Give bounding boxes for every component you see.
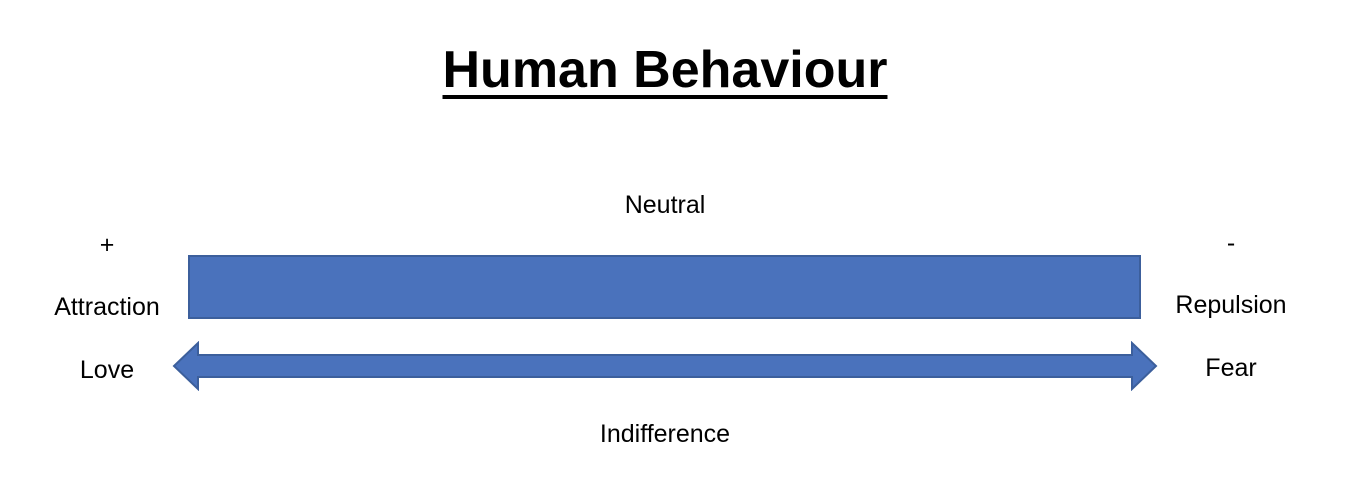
behaviour-bar: [188, 255, 1141, 319]
double-arrow-shape: [172, 341, 1158, 391]
double-headed-arrow: [172, 341, 1158, 391]
attraction-label: Attraction: [54, 293, 160, 321]
neutral-label: Neutral: [624, 191, 706, 219]
love-label: Love: [79, 356, 135, 384]
indifference-label: Indifference: [599, 420, 731, 448]
diagram-title: Human Behaviour: [442, 41, 888, 99]
fear-label: Fear: [1205, 354, 1257, 382]
repulsion-label: Repulsion: [1175, 291, 1287, 319]
minus-sign: -: [1226, 229, 1236, 257]
plus-sign: +: [99, 231, 115, 259]
